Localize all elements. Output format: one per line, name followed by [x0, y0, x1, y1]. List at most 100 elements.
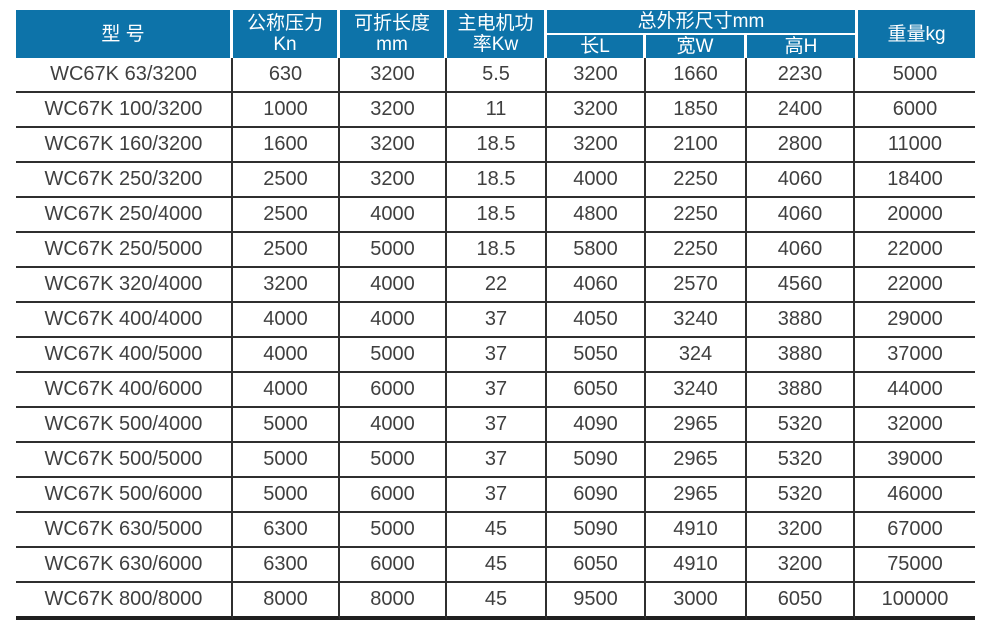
table-row: WC67K 250/5000 2500 5000 18.5 5800 2250 …	[16, 233, 975, 268]
cell-dim-length: 6050	[547, 548, 646, 583]
cell-fold-length: 3200	[340, 93, 447, 128]
cell-motor-power: 45	[447, 513, 547, 548]
cell-dim-length: 3200	[547, 128, 646, 163]
table-row: WC67K 250/3200 2500 3200 18.5 4000 2250 …	[16, 163, 975, 198]
header-overall-dimensions-label: 总外形尺寸mm	[637, 11, 765, 32]
cell-dim-width: 2100	[646, 128, 747, 163]
cell-model: WC67K 400/5000	[16, 338, 233, 373]
header-weight-label: 重量kg	[887, 23, 946, 45]
cell-fold-length: 4000	[340, 303, 447, 338]
header-model-label: 型 号	[101, 23, 145, 45]
spec-table: 型 号 公称压力 Kn 可折长度 mm 主电机功 率Kw 总外形尺寸mm	[16, 10, 975, 620]
cell-fold-length: 4000	[340, 408, 447, 443]
cell-dim-width: 324	[646, 338, 747, 373]
cell-dim-width: 2570	[646, 268, 747, 303]
header-nominal-pressure-line1: 公称压力	[246, 13, 323, 34]
cell-pressure: 5000	[233, 408, 340, 443]
cell-motor-power: 22	[447, 268, 547, 303]
cell-dim-width: 2965	[646, 478, 747, 513]
header-fold-length-line2: mm	[376, 34, 408, 55]
cell-model: WC67K 100/3200	[16, 93, 233, 128]
header-dim-length-label: 长L	[580, 36, 610, 57]
header-dim-width-label: 宽W	[676, 36, 714, 57]
header-overall-dimensions: 总外形尺寸mm	[547, 10, 855, 35]
cell-pressure: 630	[233, 58, 340, 93]
cell-pressure: 8000	[233, 583, 340, 620]
cell-weight: 37000	[855, 338, 975, 373]
header-nominal-pressure: 公称压力 Kn	[233, 10, 340, 58]
cell-weight: 6000	[855, 93, 975, 128]
cell-dim-length: 5800	[547, 233, 646, 268]
cell-dim-height: 5320	[747, 408, 855, 443]
cell-weight: 75000	[855, 548, 975, 583]
header-motor-power-line1: 主电机功	[457, 13, 534, 34]
cell-dim-height: 2800	[747, 128, 855, 163]
cell-weight: 20000	[855, 198, 975, 233]
table-row: WC67K 630/6000 6300 6000 45 6050 4910 32…	[16, 548, 975, 583]
cell-model: WC67K 500/6000	[16, 478, 233, 513]
header-dim-width: 宽W	[646, 35, 747, 58]
cell-dim-width: 2250	[646, 198, 747, 233]
header-nominal-pressure-line2: Kn	[273, 34, 297, 55]
cell-pressure: 4000	[233, 373, 340, 408]
cell-dim-width: 4910	[646, 513, 747, 548]
cell-dim-length: 4090	[547, 408, 646, 443]
cell-weight: 67000	[855, 513, 975, 548]
cell-fold-length: 6000	[340, 548, 447, 583]
cell-model: WC67K 800/8000	[16, 583, 233, 620]
table-row: WC67K 63/3200 630 3200 5.5 3200 1660 223…	[16, 58, 975, 93]
cell-dim-width: 2250	[646, 233, 747, 268]
cell-dim-height: 2400	[747, 93, 855, 128]
cell-model: WC67K 630/5000	[16, 513, 233, 548]
cell-pressure: 3200	[233, 268, 340, 303]
table-row: WC67K 400/6000 4000 6000 37 6050 3240 38…	[16, 373, 975, 408]
cell-model: WC67K 250/4000	[16, 198, 233, 233]
cell-dim-width: 2965	[646, 443, 747, 478]
cell-model: WC67K 400/6000	[16, 373, 233, 408]
table-row: WC67K 630/5000 6300 5000 45 5090 4910 32…	[16, 513, 975, 548]
cell-model: WC67K 500/5000	[16, 443, 233, 478]
header-fold-length-line1: 可折长度	[353, 13, 430, 34]
header-motor-power: 主电机功 率Kw	[447, 10, 547, 58]
cell-dim-length: 4000	[547, 163, 646, 198]
cell-dim-height: 5320	[747, 478, 855, 513]
cell-dim-height: 3200	[747, 548, 855, 583]
table-row: WC67K 800/8000 8000 8000 45 9500 3000 60…	[16, 583, 975, 620]
cell-pressure: 1000	[233, 93, 340, 128]
table-row: WC67K 500/5000 5000 5000 37 5090 2965 53…	[16, 443, 975, 478]
cell-model: WC67K 250/3200	[16, 163, 233, 198]
table-body: WC67K 63/3200 630 3200 5.5 3200 1660 223…	[16, 58, 975, 620]
cell-dim-width: 1660	[646, 58, 747, 93]
cell-fold-length: 3200	[340, 163, 447, 198]
cell-weight: 46000	[855, 478, 975, 513]
cell-pressure: 6300	[233, 548, 340, 583]
cell-weight: 22000	[855, 268, 975, 303]
cell-dim-height: 2230	[747, 58, 855, 93]
cell-dim-length: 9500	[547, 583, 646, 620]
cell-weight: 32000	[855, 408, 975, 443]
cell-motor-power: 18.5	[447, 128, 547, 163]
table-row: WC67K 400/5000 4000 5000 37 5050 324 388…	[16, 338, 975, 373]
cell-dim-length: 4050	[547, 303, 646, 338]
cell-motor-power: 37	[447, 338, 547, 373]
cell-model: WC67K 630/6000	[16, 548, 233, 583]
cell-dim-height: 4060	[747, 163, 855, 198]
cell-dim-length: 5090	[547, 443, 646, 478]
cell-fold-length: 6000	[340, 478, 447, 513]
cell-fold-length: 3200	[340, 58, 447, 93]
cell-dim-height: 3880	[747, 303, 855, 338]
cell-model: WC67K 250/5000	[16, 233, 233, 268]
cell-dim-height: 5320	[747, 443, 855, 478]
table-row: WC67K 100/3200 1000 3200 11 3200 1850 24…	[16, 93, 975, 128]
cell-pressure: 5000	[233, 443, 340, 478]
cell-dim-length: 6090	[547, 478, 646, 513]
table-row: WC67K 160/3200 1600 3200 18.5 3200 2100 …	[16, 128, 975, 163]
cell-dim-length: 3200	[547, 58, 646, 93]
cell-model: WC67K 320/4000	[16, 268, 233, 303]
cell-fold-length: 8000	[340, 583, 447, 620]
table-header: 型 号 公称压力 Kn 可折长度 mm 主电机功 率Kw 总外形尺寸mm	[16, 10, 975, 58]
header-fold-length: 可折长度 mm	[340, 10, 447, 58]
cell-dim-height: 6050	[747, 583, 855, 620]
cell-dim-height: 4060	[747, 198, 855, 233]
